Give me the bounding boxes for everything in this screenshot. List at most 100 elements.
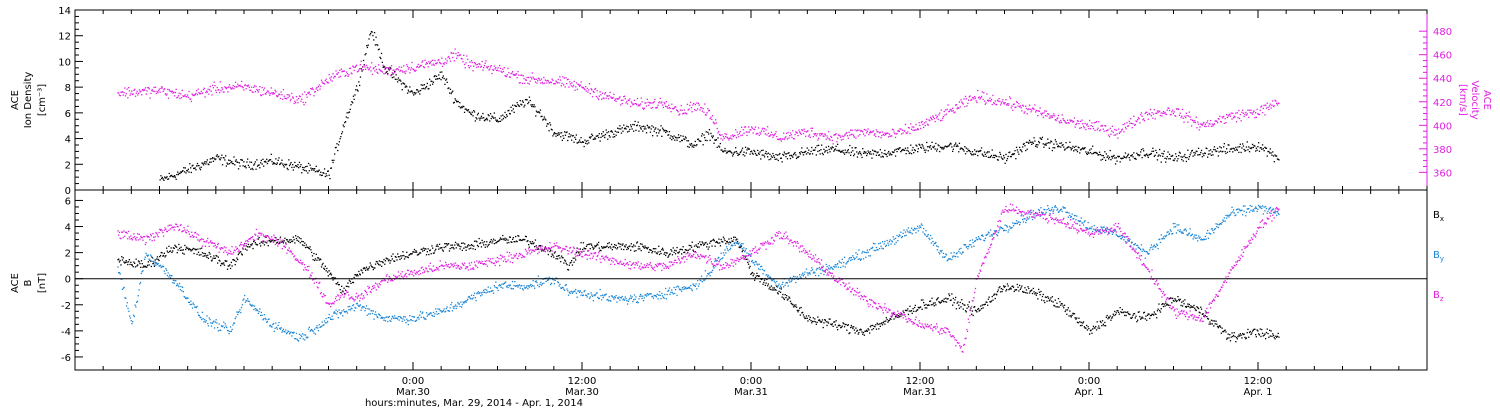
top-right-point bbox=[190, 98, 192, 100]
top-right-point bbox=[1155, 112, 1157, 114]
bottom-Bx-point bbox=[913, 306, 916, 309]
top-left-point bbox=[854, 147, 856, 149]
bottom-Bx-point bbox=[1013, 290, 1015, 293]
bottom-Bx-point bbox=[712, 239, 714, 241]
top-right-point bbox=[1147, 118, 1149, 120]
top-right-point bbox=[630, 101, 632, 103]
bottom-By-point bbox=[333, 311, 336, 313]
top-right-point bbox=[567, 78, 569, 80]
bottom-Bx-point bbox=[922, 299, 924, 301]
top-left-point bbox=[209, 158, 211, 160]
bottom-Bx-point bbox=[1143, 312, 1145, 314]
bottom-Bx-point bbox=[974, 306, 976, 308]
top-right-tick-label: 400 bbox=[1433, 121, 1452, 132]
top-right-point bbox=[818, 133, 821, 135]
top-left-point bbox=[546, 125, 548, 127]
top-right-point bbox=[227, 91, 229, 93]
top-left-point bbox=[1023, 142, 1025, 145]
top-right-point bbox=[1106, 129, 1108, 132]
top-left-point bbox=[947, 145, 949, 147]
top-left-point bbox=[1050, 141, 1053, 143]
bottom-By-point bbox=[257, 312, 259, 315]
top-left-point bbox=[1122, 157, 1124, 159]
top-left-point bbox=[1245, 149, 1247, 152]
top-right-point bbox=[958, 107, 960, 109]
top-left-point bbox=[970, 152, 972, 155]
bottom-Bx-point bbox=[821, 319, 824, 321]
top-right-point bbox=[894, 133, 896, 135]
top-left-point bbox=[260, 159, 262, 162]
bottom-Bx-point bbox=[1159, 309, 1161, 312]
bottom-Bx-point bbox=[971, 310, 974, 312]
top-right-point bbox=[496, 69, 498, 72]
bottom-Bx-point bbox=[153, 265, 156, 267]
top-ylabel-line1: ACE bbox=[10, 90, 21, 110]
top-left-point bbox=[1268, 150, 1270, 153]
top-right-point bbox=[410, 67, 412, 69]
bottom-Bx-point bbox=[1148, 313, 1150, 315]
bottom-Bx-point bbox=[460, 246, 462, 248]
bottom-Bx-point bbox=[1236, 338, 1238, 340]
top-right-point bbox=[1248, 109, 1251, 111]
bottom-Bx-point bbox=[165, 255, 167, 257]
bottom-Bx-point bbox=[410, 253, 412, 255]
top-right-point bbox=[129, 94, 131, 96]
top-left-point bbox=[269, 159, 272, 161]
top-right-point bbox=[707, 108, 709, 110]
bottom-Bx-point bbox=[647, 246, 649, 249]
top-right-point bbox=[392, 69, 394, 71]
bottom-Bx-point bbox=[383, 258, 385, 261]
top-left-point bbox=[467, 109, 470, 111]
top-right-point bbox=[1253, 110, 1255, 112]
bottom-Bx-point bbox=[545, 248, 547, 250]
top-right-point bbox=[559, 76, 561, 78]
bottom-Bx-point bbox=[1107, 318, 1109, 320]
top-left-point bbox=[1211, 151, 1213, 153]
bottom-Bx-point bbox=[1057, 306, 1059, 308]
top-right-point bbox=[483, 64, 486, 67]
top-left-point bbox=[1190, 152, 1192, 154]
bottom-Bx-point bbox=[1201, 313, 1203, 315]
bottom-Bx-point bbox=[1272, 334, 1275, 337]
top-left-point bbox=[923, 149, 926, 151]
top-left-point bbox=[839, 150, 841, 152]
top-right-point bbox=[918, 122, 920, 124]
top-right-point bbox=[179, 97, 181, 100]
top-left-point bbox=[521, 104, 523, 106]
top-left-point bbox=[642, 130, 644, 132]
top-left-point bbox=[720, 149, 722, 151]
top-left-point bbox=[341, 131, 344, 133]
top-right-point bbox=[225, 87, 227, 89]
top-left-point bbox=[1272, 155, 1275, 157]
top-left-point bbox=[1172, 154, 1174, 157]
bottom-Bx-point bbox=[888, 319, 891, 321]
top-panel-points bbox=[117, 31, 1280, 181]
top-left-point bbox=[442, 75, 444, 77]
top-left-point bbox=[560, 132, 563, 134]
top-left-point bbox=[1259, 147, 1261, 149]
bottom-Bx-point bbox=[1243, 333, 1245, 335]
top-left-point bbox=[598, 133, 600, 135]
top-left-point bbox=[1047, 138, 1049, 140]
top-right-point bbox=[256, 88, 258, 91]
bottom-Bx-point bbox=[201, 252, 204, 254]
bottom-By-point bbox=[248, 300, 250, 303]
top-right-point bbox=[473, 65, 475, 67]
top-left-point bbox=[503, 116, 505, 118]
bottom-Bx-point bbox=[206, 256, 208, 258]
top-right-point bbox=[512, 71, 514, 73]
top-left-point bbox=[474, 120, 476, 122]
top-right-point bbox=[1089, 128, 1092, 130]
top-left-point bbox=[527, 102, 529, 105]
top-left-point bbox=[332, 161, 334, 164]
top-left-point bbox=[708, 129, 711, 131]
bottom-By-point bbox=[325, 317, 327, 320]
top-left-point bbox=[241, 159, 243, 161]
bottom-Bx-point bbox=[798, 309, 800, 311]
top-right-point bbox=[609, 91, 611, 93]
top-right-point bbox=[1076, 122, 1078, 125]
top-right-point bbox=[1169, 114, 1171, 116]
bottom-By-point bbox=[209, 319, 211, 321]
bottom-Bx-point bbox=[148, 264, 150, 266]
bottom-By-point bbox=[229, 326, 232, 328]
